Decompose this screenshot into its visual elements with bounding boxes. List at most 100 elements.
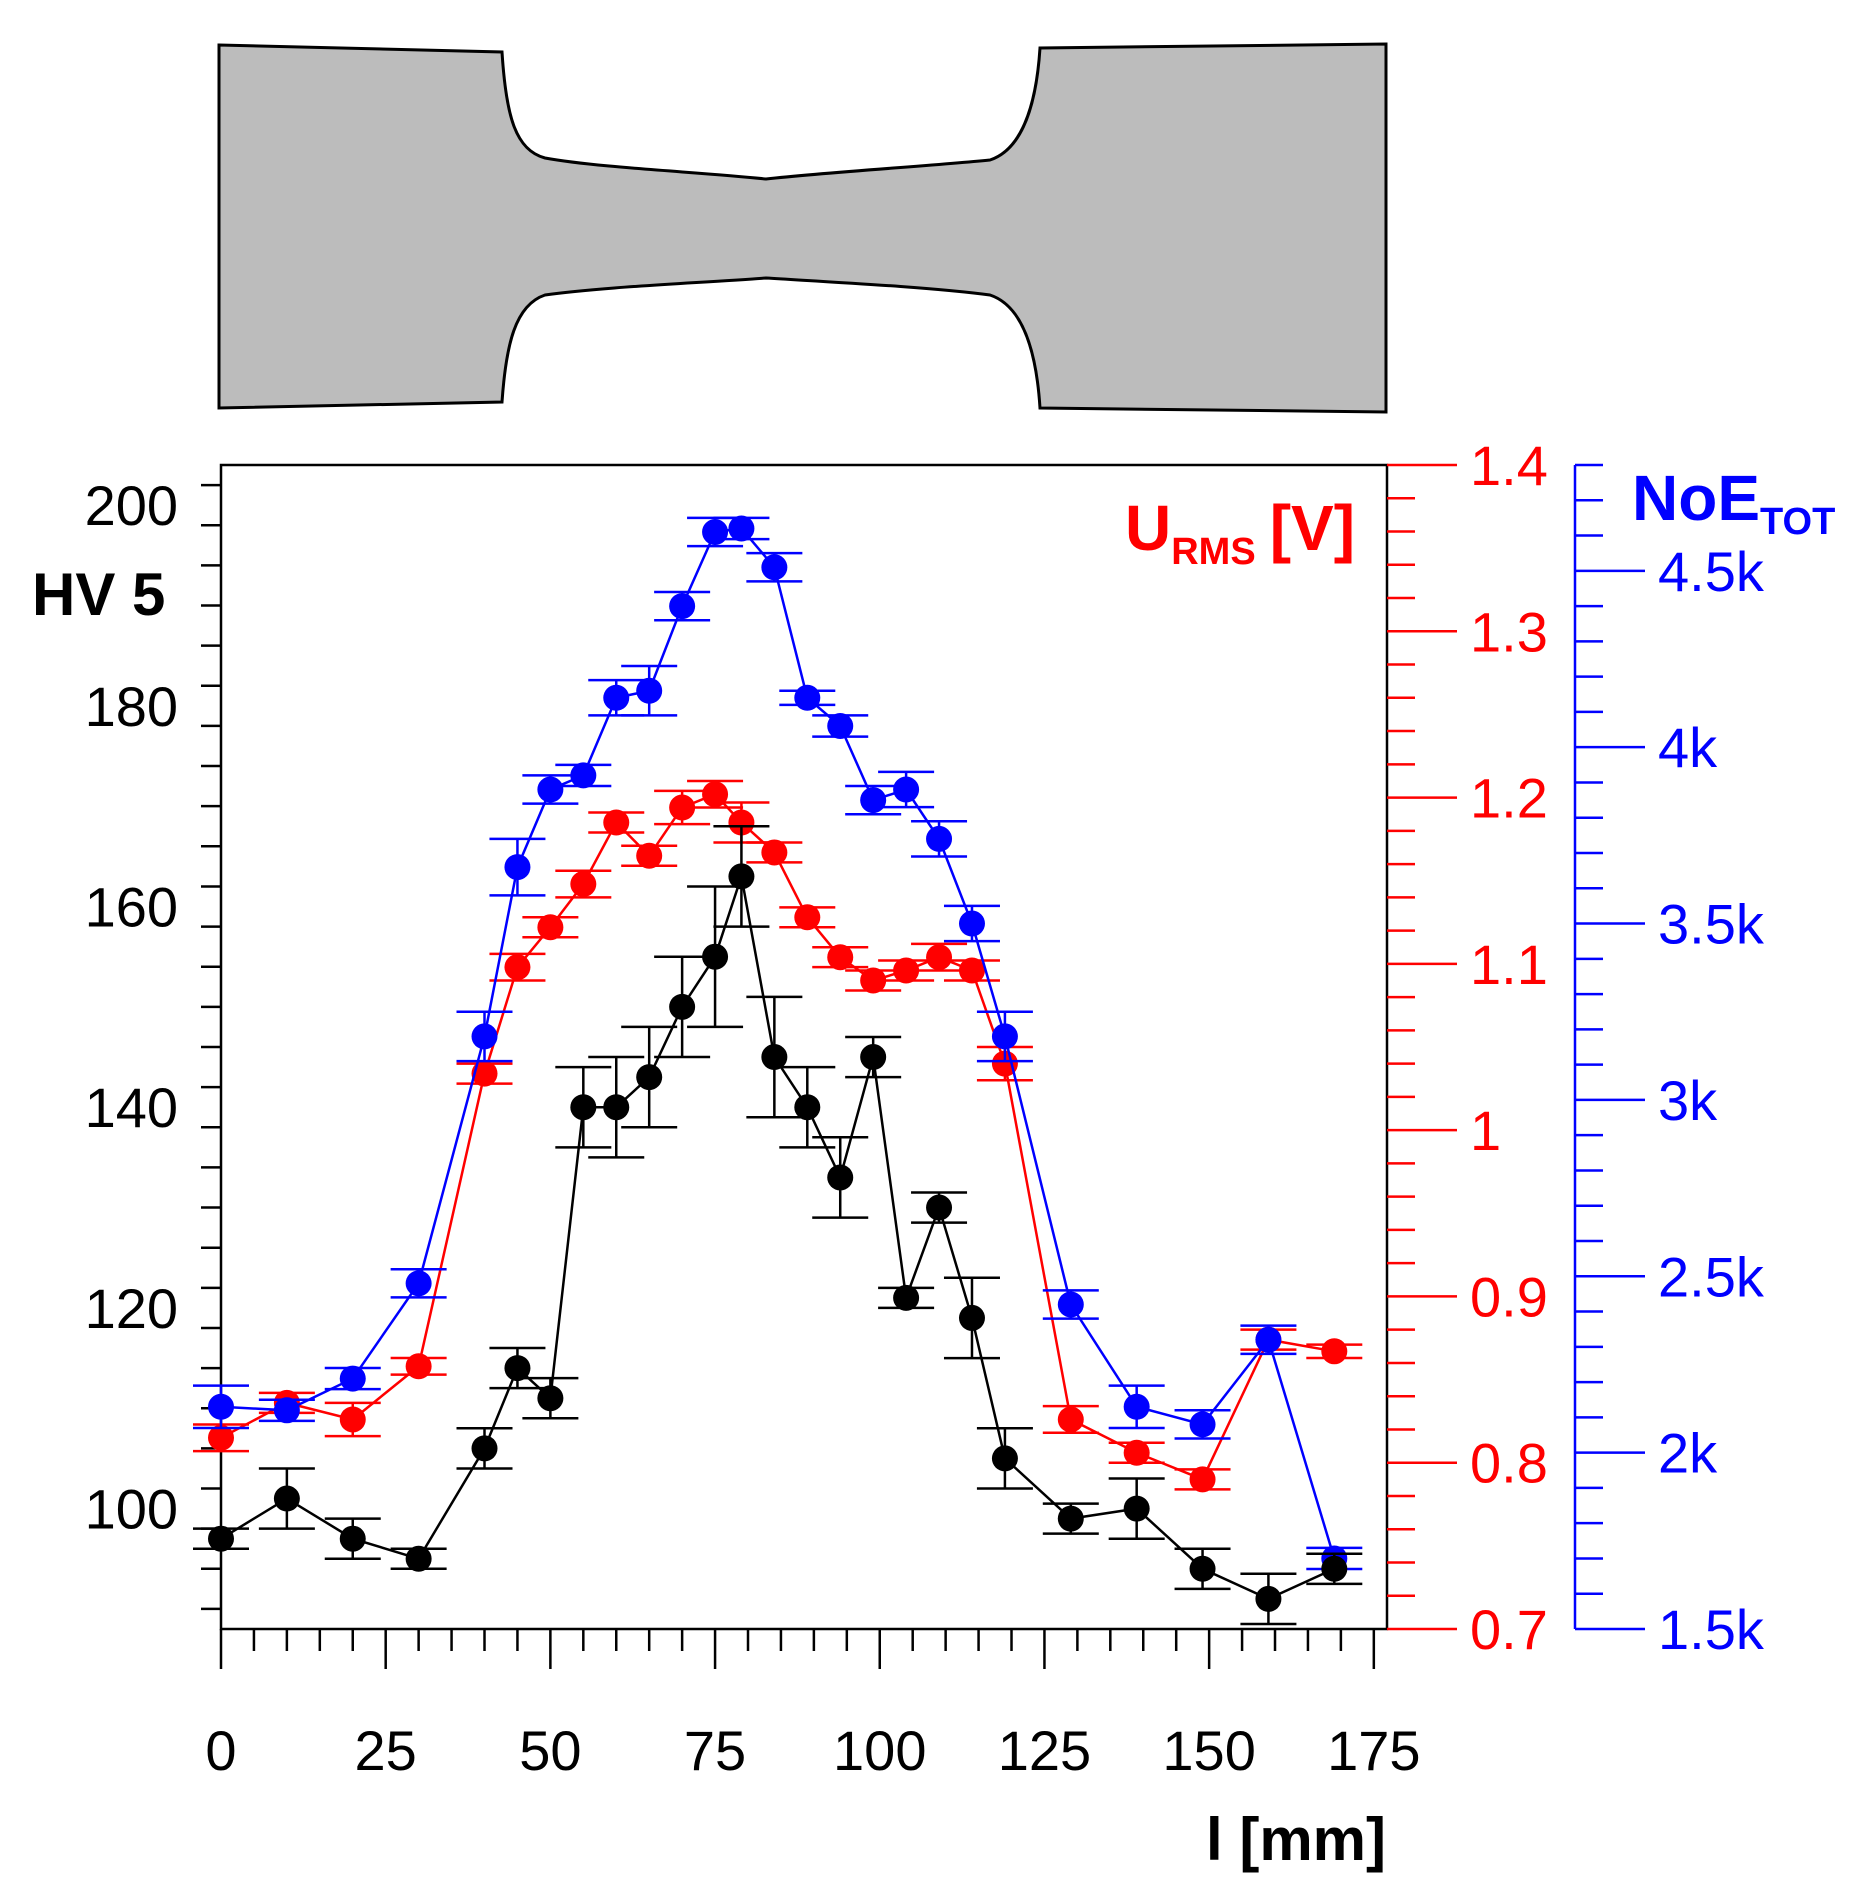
data-point bbox=[1321, 1555, 1348, 1582]
data-point bbox=[728, 809, 755, 836]
left-tick-label: 180 bbox=[85, 675, 178, 738]
data-point bbox=[570, 871, 597, 898]
x-tick-label: 50 bbox=[519, 1719, 581, 1782]
data-point bbox=[537, 1385, 564, 1412]
data-point bbox=[761, 1044, 788, 1071]
data-point bbox=[893, 776, 920, 803]
data-point bbox=[794, 1094, 821, 1121]
urms-tick-label: 1.1 bbox=[1470, 933, 1548, 996]
data-point bbox=[926, 825, 953, 852]
data-point bbox=[669, 993, 696, 1020]
left-tick-label: 140 bbox=[85, 1076, 178, 1139]
urms-title-sub: RMS bbox=[1171, 531, 1255, 573]
data-point bbox=[405, 1270, 432, 1297]
series-noe-tot bbox=[193, 515, 1363, 1572]
noe-tick-label: 1.5k bbox=[1658, 1598, 1765, 1661]
data-point bbox=[471, 1060, 498, 1087]
x-axis: 0 25 50 75 100 125 150 175 bbox=[205, 1629, 1421, 1782]
urms-tick-label: 0.7 bbox=[1470, 1598, 1548, 1661]
data-point bbox=[991, 1023, 1018, 1050]
x-tick-label: 150 bbox=[1162, 1719, 1255, 1782]
data-point bbox=[1189, 1466, 1216, 1493]
data-point bbox=[860, 787, 887, 814]
noe-title-main: NoE bbox=[1632, 462, 1760, 534]
data-point bbox=[794, 904, 821, 931]
data-point bbox=[1123, 1495, 1150, 1522]
data-point bbox=[991, 1050, 1018, 1077]
urms-tick-label: 0.8 bbox=[1470, 1432, 1548, 1495]
data-point bbox=[603, 809, 630, 836]
data-point bbox=[1255, 1326, 1282, 1353]
data-point bbox=[208, 1424, 234, 1451]
data-point bbox=[761, 839, 788, 866]
x-axis-title: l [mm] bbox=[1206, 1806, 1386, 1873]
urms-tick-label: 0.9 bbox=[1470, 1265, 1548, 1328]
data-point bbox=[728, 863, 755, 890]
data-point bbox=[1255, 1585, 1282, 1612]
urms-tick-label: 1.4 bbox=[1470, 434, 1548, 497]
data-point bbox=[958, 1304, 985, 1331]
data-point bbox=[208, 1393, 234, 1420]
data-point bbox=[958, 910, 985, 937]
noe-tick-label: 2k bbox=[1658, 1422, 1718, 1485]
urms-tick-label: 1 bbox=[1470, 1099, 1501, 1162]
right-axis-noe-title: NoETOT bbox=[1632, 462, 1835, 543]
data-point bbox=[471, 1435, 498, 1462]
data-point bbox=[537, 776, 564, 803]
data-point bbox=[761, 554, 788, 581]
urms-tick-label: 1.2 bbox=[1470, 767, 1548, 830]
data-point bbox=[1123, 1393, 1150, 1420]
noe-tick-label: 3.5k bbox=[1658, 893, 1765, 956]
left-tick-label: 200 bbox=[85, 474, 178, 537]
right-axis-urms-title: URMS [V] bbox=[1125, 492, 1355, 573]
data-point bbox=[827, 1164, 854, 1191]
x-tick-label: 0 bbox=[205, 1719, 236, 1782]
noe-tick-label: 4.5k bbox=[1658, 540, 1765, 603]
series-line bbox=[220, 876, 1335, 1601]
noe-tick-label: 4k bbox=[1658, 716, 1718, 779]
noe-title-sub: TOT bbox=[1760, 501, 1835, 543]
left-tick-label: 100 bbox=[85, 1478, 178, 1541]
series-urms bbox=[193, 779, 1363, 1493]
data-point bbox=[926, 944, 953, 971]
data-point bbox=[860, 1044, 887, 1071]
data-point bbox=[504, 1355, 531, 1382]
noe-tick-label: 2.5k bbox=[1658, 1245, 1765, 1308]
data-point bbox=[1189, 1555, 1216, 1582]
data-point bbox=[702, 781, 729, 808]
data-point bbox=[728, 515, 755, 542]
data-point bbox=[1057, 1406, 1084, 1433]
data-point bbox=[636, 842, 663, 869]
data-point bbox=[1321, 1338, 1348, 1365]
left-axis-title: HV 5 bbox=[32, 561, 165, 628]
series-line bbox=[220, 792, 1335, 1481]
data-point bbox=[702, 519, 729, 546]
data-point bbox=[991, 1445, 1018, 1472]
data-point bbox=[636, 677, 663, 704]
x-tick-label: 125 bbox=[998, 1719, 1091, 1782]
data-point bbox=[827, 944, 854, 971]
left-tick-label: 160 bbox=[85, 876, 178, 939]
series-hv-5 bbox=[193, 824, 1363, 1626]
data-point bbox=[893, 1284, 920, 1311]
x-tick-label: 175 bbox=[1327, 1719, 1420, 1782]
data-point bbox=[405, 1353, 432, 1380]
data-point bbox=[273, 1397, 300, 1424]
data-point bbox=[504, 854, 531, 881]
data-point bbox=[669, 794, 696, 821]
data-point bbox=[1189, 1411, 1216, 1438]
data-point bbox=[669, 593, 696, 620]
plot-area bbox=[193, 515, 1363, 1626]
x-tick-label: 75 bbox=[684, 1719, 746, 1782]
data-point bbox=[405, 1545, 432, 1572]
x-tick-label: 100 bbox=[833, 1719, 926, 1782]
data-point bbox=[860, 967, 887, 994]
data-point bbox=[504, 954, 531, 981]
data-point bbox=[339, 1406, 366, 1433]
specimen-shape bbox=[217, 42, 1388, 414]
right-axis-urms: 0.7 0.8 0.9 1 1.1 1.2 1.3 1.4 bbox=[1387, 434, 1548, 1661]
urms-title-main: U bbox=[1125, 492, 1171, 564]
urms-title-unit: [V] bbox=[1270, 492, 1355, 564]
data-point bbox=[603, 684, 630, 711]
